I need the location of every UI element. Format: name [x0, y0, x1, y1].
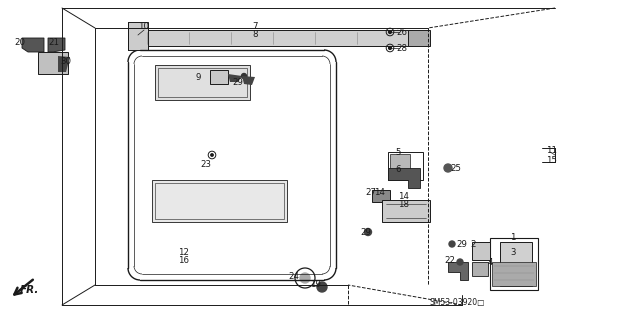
Polygon shape	[58, 56, 70, 72]
Circle shape	[457, 259, 463, 265]
Circle shape	[211, 154, 213, 156]
Text: 29: 29	[360, 228, 371, 237]
Text: 10: 10	[138, 22, 149, 31]
Text: 24: 24	[288, 272, 299, 281]
Text: 7: 7	[252, 22, 257, 31]
Bar	[388, 152, 423, 180]
Text: 22: 22	[444, 256, 455, 265]
Text: 19: 19	[310, 280, 321, 289]
Text: 30: 30	[60, 57, 71, 66]
Text: 14: 14	[398, 192, 409, 201]
Text: 9: 9	[195, 73, 200, 82]
Text: 1: 1	[510, 233, 515, 242]
Circle shape	[317, 282, 327, 292]
Bar	[408, 30, 430, 46]
Polygon shape	[388, 168, 420, 188]
Text: 26: 26	[396, 28, 407, 37]
Text: 29: 29	[456, 240, 467, 249]
Circle shape	[444, 164, 452, 172]
Text: 20: 20	[14, 38, 25, 47]
Text: 27: 27	[365, 188, 376, 197]
Text: 18: 18	[398, 200, 409, 209]
Polygon shape	[22, 38, 44, 52]
Bar	[472, 262, 488, 276]
Circle shape	[300, 273, 310, 283]
Text: 12: 12	[178, 248, 189, 257]
Bar	[472, 242, 490, 260]
Text: 11: 11	[546, 146, 557, 155]
Text: 3: 3	[510, 248, 515, 257]
Polygon shape	[48, 38, 65, 52]
Bar	[372, 190, 390, 202]
Polygon shape	[448, 262, 468, 280]
Text: 16: 16	[178, 256, 189, 265]
Bar	[152, 180, 287, 222]
Circle shape	[365, 228, 371, 235]
Polygon shape	[228, 74, 242, 82]
Bar	[155, 183, 284, 219]
Text: 6: 6	[395, 165, 401, 174]
Text: 14: 14	[374, 188, 385, 197]
Bar	[210, 70, 228, 84]
Bar	[500, 242, 532, 286]
Text: 28: 28	[396, 44, 407, 53]
Text: SM53-03920□: SM53-03920□	[430, 298, 485, 307]
Bar	[142, 30, 412, 46]
Text: 23: 23	[200, 160, 211, 169]
Bar	[390, 154, 410, 178]
Text: 21: 21	[48, 38, 59, 47]
Polygon shape	[382, 200, 430, 222]
Circle shape	[388, 47, 392, 49]
Circle shape	[388, 31, 392, 33]
Circle shape	[449, 241, 455, 247]
Bar	[490, 238, 538, 290]
Text: 5: 5	[395, 148, 401, 157]
Text: 8: 8	[252, 30, 257, 39]
Bar	[38, 52, 68, 74]
Circle shape	[241, 73, 246, 78]
Bar	[158, 68, 247, 97]
Text: 29: 29	[232, 78, 243, 87]
Polygon shape	[242, 76, 255, 85]
Bar	[492, 262, 536, 286]
Text: 2: 2	[470, 240, 476, 249]
Text: FR.: FR.	[20, 285, 40, 295]
Bar	[155, 65, 250, 100]
Text: 25: 25	[450, 164, 461, 173]
Text: 4: 4	[488, 258, 493, 267]
Text: 15: 15	[546, 156, 557, 165]
Bar	[128, 22, 148, 50]
